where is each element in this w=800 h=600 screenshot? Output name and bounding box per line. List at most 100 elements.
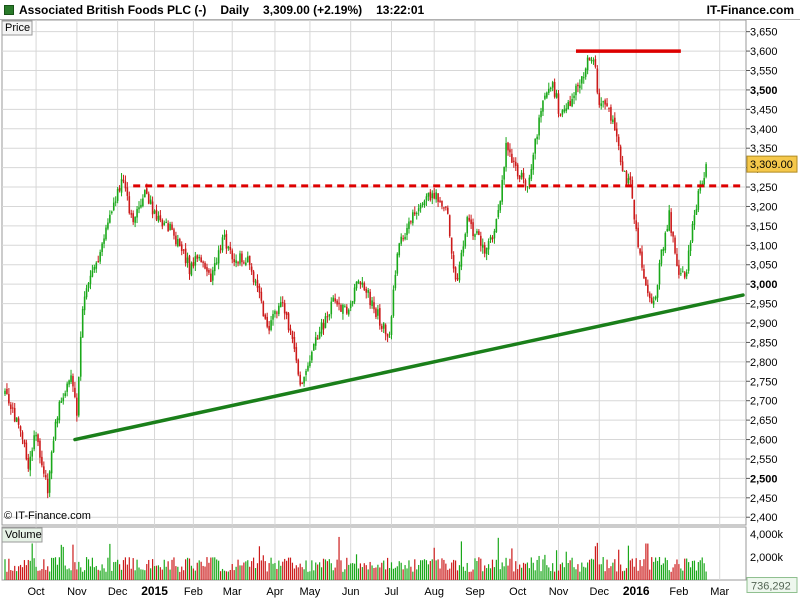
candle-body bbox=[270, 320, 272, 330]
candle-body bbox=[8, 394, 10, 404]
candle-body bbox=[408, 221, 410, 229]
instrument-name: Associated British Foods PLC (-) bbox=[19, 2, 207, 17]
candle-body bbox=[130, 213, 133, 215]
candle-body bbox=[639, 248, 641, 254]
candle-body bbox=[602, 101, 604, 103]
candle-body bbox=[274, 311, 276, 315]
candle-body bbox=[206, 267, 208, 272]
y-tick-label: 3,200 bbox=[750, 201, 778, 213]
volume-tick-label: 2,000k bbox=[750, 552, 784, 564]
candle-body bbox=[526, 186, 529, 188]
candle-body bbox=[522, 172, 525, 180]
candle-body bbox=[534, 138, 536, 154]
candle-body bbox=[320, 322, 323, 334]
candle-body bbox=[571, 99, 573, 107]
candle-body bbox=[573, 95, 575, 98]
candle-body bbox=[400, 236, 402, 244]
last-price-tag-box bbox=[746, 155, 798, 173]
chart-header: Associated British Foods PLC (-) Daily 3… bbox=[0, 0, 800, 20]
candle-body bbox=[369, 291, 371, 306]
candle-body bbox=[295, 347, 298, 361]
candle-body bbox=[567, 101, 570, 110]
candle-body bbox=[575, 85, 577, 96]
x-tick-label: Nov bbox=[67, 586, 87, 598]
candle-body bbox=[342, 304, 344, 314]
candle-body bbox=[256, 279, 259, 288]
candle-body bbox=[149, 199, 152, 205]
x-tick-label: 2015 bbox=[141, 584, 168, 598]
candle-body bbox=[215, 262, 218, 264]
volume-panel-label-box bbox=[1, 527, 43, 543]
candle-body bbox=[676, 253, 678, 267]
candle-body bbox=[258, 285, 261, 293]
candle-body bbox=[569, 100, 571, 106]
candle-body bbox=[72, 376, 74, 387]
candle-body bbox=[285, 311, 288, 315]
candle-body bbox=[614, 117, 616, 131]
candle-body bbox=[316, 338, 319, 340]
candle-body bbox=[652, 300, 655, 305]
candle-body bbox=[645, 276, 647, 286]
candle-body bbox=[217, 250, 220, 264]
candle-body bbox=[666, 228, 669, 232]
candle-body bbox=[223, 235, 226, 237]
candle-body bbox=[648, 293, 651, 299]
candle-body bbox=[654, 296, 657, 300]
x-tick-label: Mar bbox=[710, 586, 729, 598]
x-tick-label: Dec bbox=[108, 586, 128, 598]
candle-body bbox=[173, 229, 175, 236]
candle-body bbox=[196, 255, 199, 259]
candle-body bbox=[361, 282, 364, 285]
candle-body bbox=[147, 193, 150, 204]
candle-body bbox=[678, 265, 680, 275]
last-price-tag: 3,309.00 bbox=[750, 159, 793, 171]
candle-body bbox=[278, 305, 280, 315]
interval-label[interactable]: Daily bbox=[220, 2, 250, 17]
candle-body bbox=[301, 382, 303, 384]
candle-body bbox=[138, 207, 140, 210]
brand-name: IT-Finance.com bbox=[706, 3, 794, 17]
candle-body bbox=[157, 215, 160, 222]
candle-body bbox=[491, 237, 494, 240]
candle-body bbox=[425, 196, 428, 201]
volume-tick-label: 4,000k bbox=[750, 529, 784, 541]
candle-body bbox=[155, 209, 158, 220]
candle-body bbox=[431, 193, 434, 199]
candle-body bbox=[485, 247, 488, 255]
candle-body bbox=[142, 198, 144, 207]
candle-body bbox=[225, 233, 228, 249]
y-tick-label: 2,950 bbox=[750, 299, 778, 311]
candle-body bbox=[555, 93, 558, 98]
price-chart[interactable]: 2,400 2,450 2,500 2,550 2,600 2,650 2,700 2,750… bbox=[0, 20, 800, 600]
candle-body bbox=[689, 242, 692, 251]
candle-body bbox=[165, 222, 167, 224]
candle-body bbox=[262, 301, 265, 317]
x-tick-label: Jun bbox=[342, 586, 360, 598]
candle-body bbox=[210, 273, 212, 282]
candle-body bbox=[429, 191, 432, 200]
candle-body bbox=[237, 262, 239, 264]
volume-series bbox=[4, 536, 707, 580]
candle-body bbox=[472, 222, 474, 237]
x-tick-label: Jul bbox=[384, 586, 398, 598]
candle-body bbox=[699, 184, 702, 191]
candlestick-series bbox=[4, 55, 707, 499]
quote-label: 3,309.00 (+2.19%) bbox=[263, 2, 363, 17]
candle-body bbox=[175, 235, 177, 245]
candle-body bbox=[410, 221, 412, 223]
y-tick-label: 2,900 bbox=[750, 318, 778, 330]
candle-body bbox=[287, 313, 290, 330]
candle-body bbox=[336, 300, 338, 305]
candle-body bbox=[289, 328, 292, 331]
candle-body bbox=[380, 325, 383, 329]
candle-body bbox=[647, 284, 649, 294]
candle-body bbox=[41, 456, 43, 466]
candle-body bbox=[516, 164, 519, 177]
candle-body bbox=[462, 246, 465, 253]
candle-body bbox=[363, 283, 366, 290]
candle-body bbox=[377, 309, 379, 316]
candle-body bbox=[388, 336, 391, 338]
candle-body bbox=[549, 87, 552, 89]
candle-body bbox=[56, 418, 59, 424]
candle-body bbox=[332, 297, 335, 302]
